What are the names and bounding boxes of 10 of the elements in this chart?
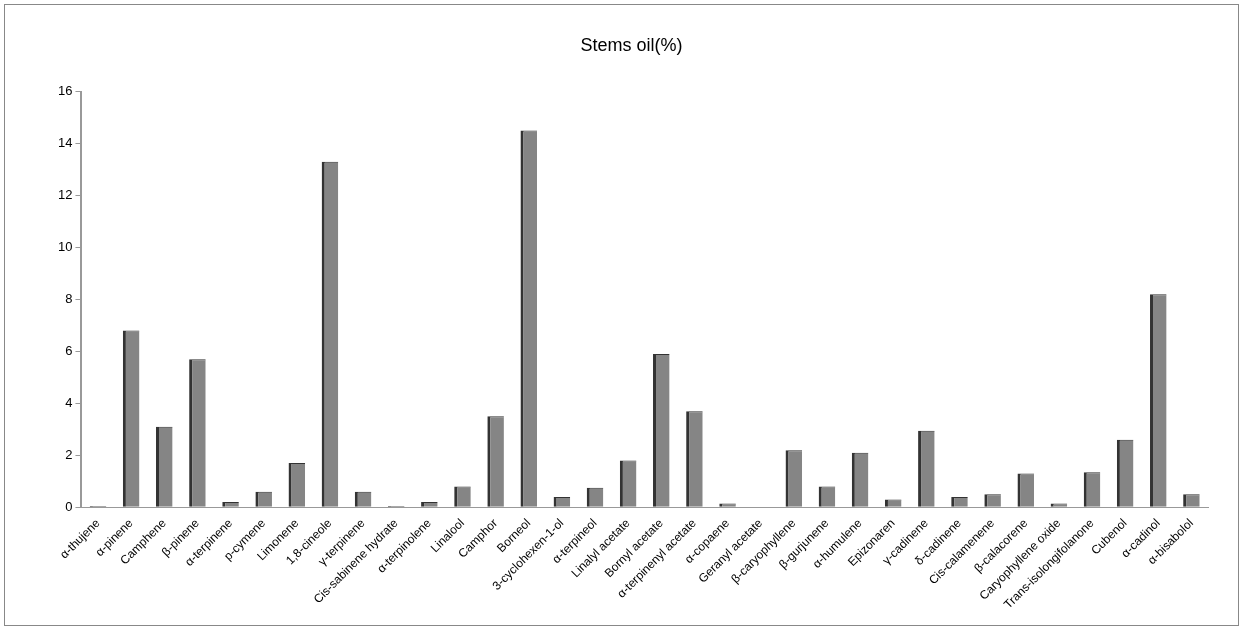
y-tick-label: 2: [65, 446, 73, 462]
y-tick-label: 10: [57, 239, 73, 255]
y-tick-label: 8: [65, 291, 73, 307]
y-tick-label: 4: [65, 394, 73, 410]
y-tick-label: 16: [57, 83, 73, 99]
chart-title: Stems oil(%): [580, 34, 683, 55]
y-tick-label: 0: [65, 498, 73, 514]
y-tick-label: 14: [57, 135, 73, 151]
y-tick-label: 6: [65, 342, 73, 358]
y-tick-label: 12: [57, 187, 73, 203]
